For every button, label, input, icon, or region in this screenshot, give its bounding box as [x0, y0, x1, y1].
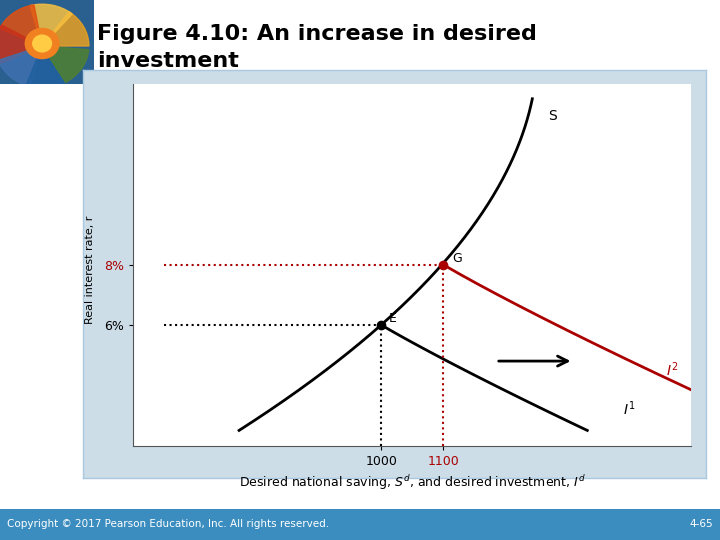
Circle shape — [25, 29, 59, 58]
X-axis label: Desired national saving, $S^d$, and desired investment, $I^d$: Desired national saving, $S^d$, and desi… — [239, 473, 585, 492]
Text: Real interest rate, r: Real interest rate, r — [85, 216, 95, 324]
Wedge shape — [30, 4, 72, 46]
Wedge shape — [0, 5, 42, 46]
Wedge shape — [26, 46, 69, 88]
Wedge shape — [0, 46, 42, 86]
Text: Figure 4.10: An increase in desired: Figure 4.10: An increase in desired — [97, 24, 537, 44]
Text: $I^1$: $I^1$ — [623, 400, 635, 419]
Text: S: S — [549, 109, 557, 123]
Wedge shape — [0, 25, 42, 64]
Circle shape — [33, 35, 52, 52]
Text: $I^2$: $I^2$ — [667, 361, 679, 379]
Text: E: E — [389, 313, 397, 326]
Wedge shape — [42, 12, 89, 46]
Text: 4-65: 4-65 — [689, 519, 713, 529]
Text: G: G — [452, 252, 462, 265]
Wedge shape — [42, 46, 89, 82]
Text: Copyright © 2017 Pearson Education, Inc. All rights reserved.: Copyright © 2017 Pearson Education, Inc.… — [7, 519, 329, 529]
Text: investment: investment — [97, 51, 239, 71]
